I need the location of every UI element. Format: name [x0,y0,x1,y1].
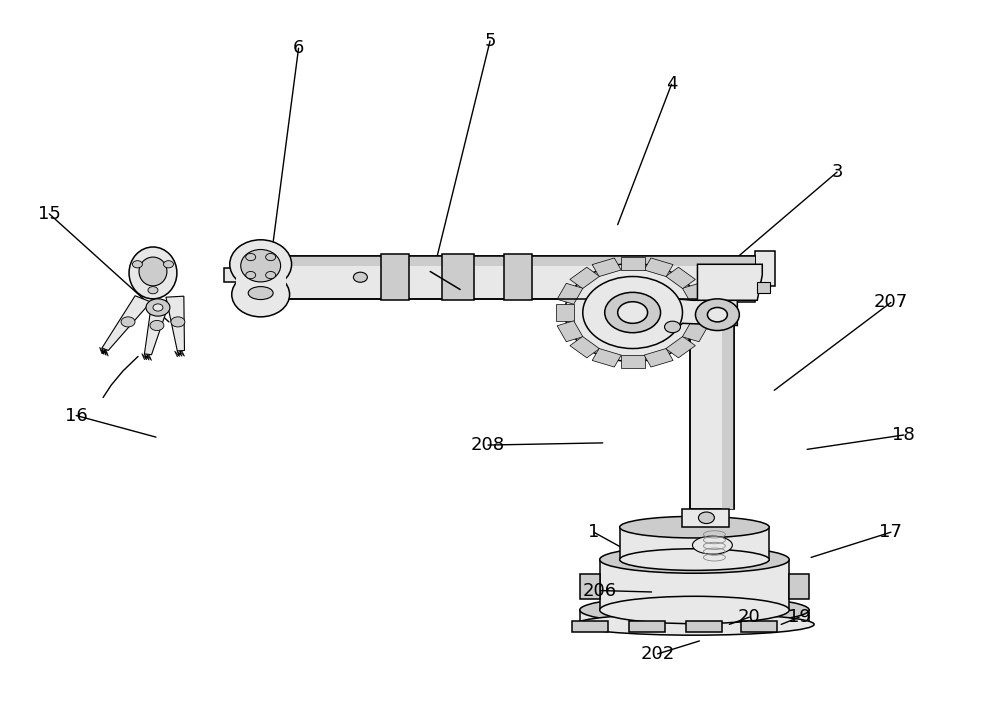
Polygon shape [666,268,695,288]
Circle shape [132,261,142,268]
Text: 16: 16 [65,406,88,424]
Text: 207: 207 [874,294,908,312]
Polygon shape [644,348,673,367]
Circle shape [698,512,714,523]
Ellipse shape [139,257,167,286]
Polygon shape [644,258,673,277]
Polygon shape [175,351,184,356]
Polygon shape [717,286,730,301]
Text: 4: 4 [666,75,677,93]
Text: 17: 17 [879,523,902,542]
Circle shape [146,299,170,316]
Polygon shape [592,348,621,367]
Polygon shape [722,318,734,509]
Polygon shape [621,257,645,270]
Polygon shape [621,355,645,368]
Polygon shape [224,268,243,282]
Polygon shape [694,252,775,301]
Circle shape [148,286,158,294]
Polygon shape [570,336,599,358]
Ellipse shape [241,249,281,282]
Polygon shape [666,336,695,358]
Circle shape [583,276,682,348]
Polygon shape [442,254,474,300]
Text: 6: 6 [293,39,304,57]
Polygon shape [580,610,809,625]
Circle shape [164,261,173,268]
Polygon shape [102,296,151,351]
Text: 18: 18 [893,426,915,444]
Circle shape [246,254,256,261]
Circle shape [266,271,276,278]
Polygon shape [663,298,737,341]
Polygon shape [682,283,708,304]
Text: 20: 20 [738,608,761,626]
Polygon shape [504,254,532,300]
Ellipse shape [600,596,789,624]
Polygon shape [100,347,108,356]
Polygon shape [686,621,722,632]
Circle shape [121,317,135,327]
Polygon shape [682,321,708,342]
Circle shape [266,254,276,261]
Ellipse shape [575,614,814,636]
Ellipse shape [129,247,177,299]
Circle shape [707,307,727,322]
Polygon shape [142,354,152,361]
Text: 202: 202 [640,645,675,663]
Polygon shape [629,621,665,632]
Ellipse shape [580,596,809,625]
Ellipse shape [230,240,292,288]
Circle shape [695,299,739,330]
Text: 208: 208 [471,436,505,454]
Ellipse shape [248,286,273,299]
Polygon shape [757,282,770,293]
Ellipse shape [692,536,732,554]
Ellipse shape [620,516,769,538]
Polygon shape [600,560,789,610]
Polygon shape [620,527,769,560]
Text: 5: 5 [484,32,496,50]
Circle shape [665,321,680,333]
Circle shape [618,301,648,323]
Polygon shape [236,270,286,286]
Circle shape [565,264,700,362]
Polygon shape [166,296,184,351]
Circle shape [605,292,661,333]
Ellipse shape [620,549,769,570]
Ellipse shape [625,550,764,569]
Text: 3: 3 [831,163,843,181]
Circle shape [150,320,164,330]
Polygon shape [580,574,600,599]
Polygon shape [274,256,755,266]
Polygon shape [691,304,709,321]
Circle shape [246,271,256,278]
Text: 1: 1 [588,523,599,542]
Polygon shape [274,256,755,299]
Polygon shape [557,321,583,342]
Polygon shape [557,283,583,304]
Polygon shape [381,254,409,300]
Text: 206: 206 [583,581,617,599]
Polygon shape [682,509,729,527]
Text: 19: 19 [788,608,811,626]
Circle shape [353,272,367,282]
Polygon shape [789,574,809,599]
Circle shape [171,317,185,327]
Polygon shape [570,268,599,288]
Polygon shape [697,265,762,300]
Text: 15: 15 [38,205,61,223]
Ellipse shape [232,272,290,317]
Polygon shape [741,621,777,632]
Circle shape [153,304,163,311]
Polygon shape [690,318,734,509]
Ellipse shape [600,546,789,573]
Polygon shape [556,304,574,321]
Polygon shape [592,258,621,277]
Polygon shape [572,621,608,632]
Polygon shape [144,299,170,355]
